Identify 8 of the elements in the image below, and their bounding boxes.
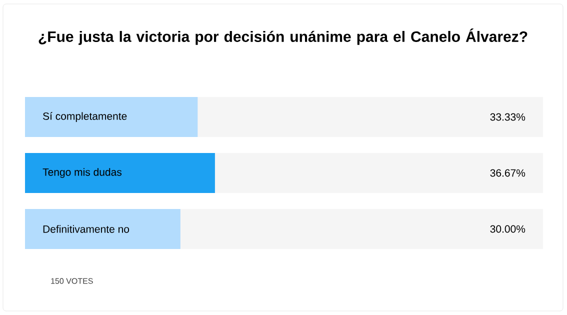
data-label: 30.00% [490,225,526,233]
data-label: 36.67% [490,169,526,177]
y-tick-label: Definitivamente no [43,225,130,233]
chart-title: ¿Fue justa la victoria por decisión unánime para el Canelo Álvarez? [38,28,528,45]
text: 150 VOTES [51,278,93,284]
data-label: 33.33% [490,113,526,121]
y-tick-label: Tengo mis dudas [42,168,122,178]
y-tick-label: Sí completamente [43,112,127,122]
